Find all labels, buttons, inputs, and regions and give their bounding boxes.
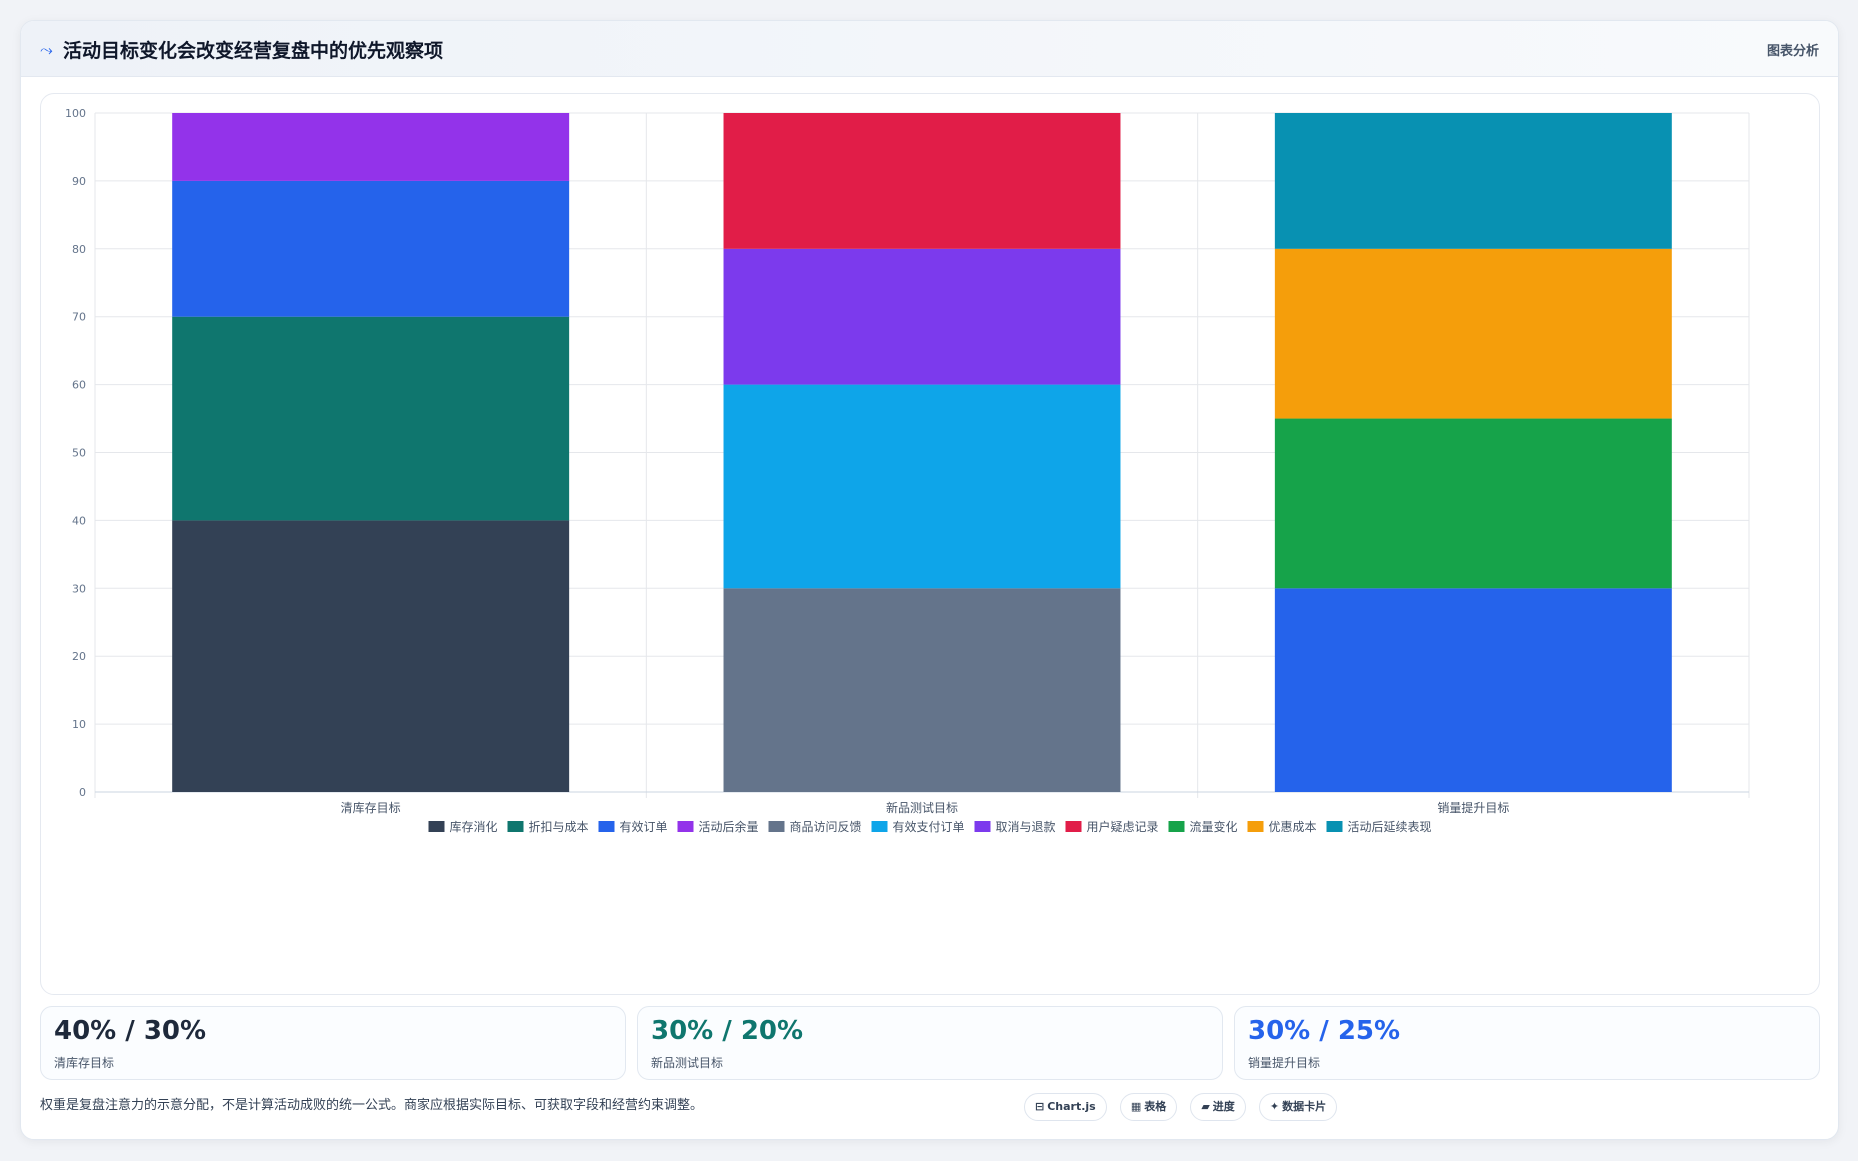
bar-segment <box>172 520 570 792</box>
legend-label: 用户疑虑记录 <box>1087 819 1159 834</box>
legend-label: 库存消化 <box>450 819 498 834</box>
card-header: ⤳ 活动目标变化会改变经营复盘中的优先观察项 图表分析 <box>21 21 1838 77</box>
legend-swatch <box>1247 821 1264 832</box>
y-tick-label: 40 <box>72 514 86 527</box>
legend-label: 优惠成本 <box>1269 820 1317 834</box>
chip-data-card[interactable]: ✦ 数据卡片 <box>1258 1093 1338 1121</box>
tag-chips: ⊟ Chart.js ▦ 表格 ▰ 进度 ✦ 数据卡片 <box>1024 1093 1345 1121</box>
legend-swatch <box>871 821 888 832</box>
legend-swatch <box>428 821 445 832</box>
stat-label: 销量提升目标 <box>1248 1056 1321 1070</box>
bar-segment <box>723 113 1121 249</box>
bar-segment <box>1274 248 1672 419</box>
chip-label: 表格 <box>1144 1100 1167 1113</box>
legend-label: 有效订单 <box>620 819 668 834</box>
table-icon: ▦ <box>1130 1100 1142 1113</box>
chart-card: ⤳ 活动目标变化会改变经营复盘中的优先观察项 图表分析 0 10 20 30 40 50 6… <box>20 20 1839 1140</box>
legend-swatch <box>974 821 991 832</box>
y-tick-label: 30 <box>72 582 86 595</box>
chip-label: Chart.js <box>1047 1100 1096 1113</box>
y-tick-label: 0 <box>79 786 86 799</box>
bar-segment <box>1274 418 1672 589</box>
legend-swatch <box>768 821 785 832</box>
legend-swatch <box>598 821 615 832</box>
legend-label: 折扣与成本 <box>529 819 589 834</box>
y-tick-label: 60 <box>72 379 86 392</box>
x-tick-label: 清库存目标 <box>341 800 401 815</box>
legend-swatch <box>1065 821 1082 832</box>
card-title: 活动目标变化会改变经营复盘中的优先观察项 <box>63 40 444 62</box>
legend-label: 流量变化 <box>1190 819 1238 834</box>
chip-chartjs[interactable]: ⊟ Chart.js <box>1024 1093 1107 1121</box>
chart-analysis-button[interactable]: 图表分析 <box>1766 44 1819 59</box>
stat-cards: 40% / 30% 清库存目标 30% / 20% 新品测试目标 30% / 2… <box>40 1006 1820 1080</box>
stat-card-clearance: 40% / 30% 清库存目标 <box>40 1006 626 1080</box>
stat-label: 清库存目标 <box>54 1056 115 1070</box>
y-tick-label: 10 <box>72 718 86 731</box>
legend-swatch <box>677 821 694 832</box>
y-tick-label: 20 <box>72 650 86 663</box>
bar-segment <box>723 248 1121 385</box>
legend-label: 商品访问反馈 <box>790 819 862 834</box>
x-tick-label: 新品测试目标 <box>886 800 958 815</box>
stacked-bar-chart: 0 10 20 30 40 50 60 70 80 90 100 清库存目标 新品测试目标 销量提升目标库… <box>65 107 1750 834</box>
stat-value: 40% / 30% <box>54 1016 207 1046</box>
stat-label: 新品测试目标 <box>651 1056 724 1070</box>
legend-swatch <box>1326 821 1343 832</box>
chart-container: 0 10 20 30 40 50 60 70 80 90 100 清库存目标 新品测试目标 销量提升目标库… <box>40 93 1820 995</box>
y-tick-label: 50 <box>72 447 86 460</box>
legend-swatch <box>1168 821 1185 832</box>
chip-progress[interactable]: ▰ 进度 <box>1190 1093 1246 1121</box>
chart-icon: ⊟ <box>1035 1100 1045 1113</box>
stat-value: 30% / 25% <box>1248 1016 1401 1046</box>
stat-card-sales-boost: 30% / 25% 销量提升目标 <box>1234 1006 1820 1080</box>
bar-segment <box>172 113 570 181</box>
y-tick-label: 90 <box>72 175 86 188</box>
sparkle-icon: ✦ <box>1269 1100 1280 1113</box>
legend-label: 活动后延续表现 <box>1348 820 1432 834</box>
chip-table[interactable]: ▦ 表格 <box>1119 1093 1178 1121</box>
stat-value: 30% / 20% <box>651 1016 804 1046</box>
bar-segment <box>1274 113 1672 249</box>
bar-segment <box>172 180 570 317</box>
chip-label: 进度 <box>1212 1100 1235 1113</box>
bar-segment <box>723 384 1121 589</box>
bar-segment <box>1274 588 1672 792</box>
legend-label: 活动后余量 <box>699 819 759 834</box>
legend-label: 有效支付订单 <box>893 819 965 834</box>
trend-line-icon: ⤳ <box>40 40 53 59</box>
bar-segment <box>723 588 1121 792</box>
legend-label: 取消与退款 <box>996 820 1056 834</box>
progress-icon: ▰ <box>1201 1100 1210 1113</box>
x-tick-label: 销量提升目标 <box>1437 800 1509 815</box>
y-tick-label: 70 <box>72 311 86 324</box>
chip-label: 数据卡片 <box>1282 1100 1327 1113</box>
y-tick-label: 80 <box>72 243 86 256</box>
stat-card-new-product: 30% / 20% 新品测试目标 <box>637 1006 1223 1080</box>
y-tick-label: 100 <box>65 107 86 120</box>
bar-segment <box>172 316 570 521</box>
footer-note: 权重是复盘注意力的示意分配，不是计算活动成败的统一公式。商家应根据实际目标、可获… <box>40 1098 704 1113</box>
legend-swatch <box>507 821 524 832</box>
